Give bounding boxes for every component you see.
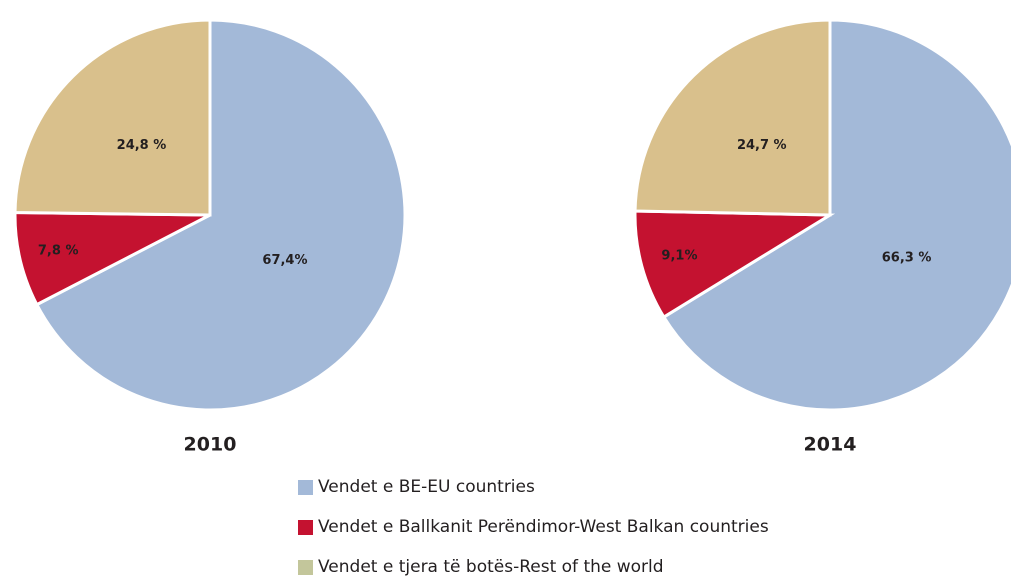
legend-swatch (298, 560, 313, 575)
pie-slice (633, 18, 832, 217)
pie-slice (661, 18, 1011, 412)
slice-label: 67,4% (262, 253, 307, 268)
pie-title: 2014 (804, 434, 857, 456)
legend-swatch (298, 480, 313, 495)
slice-label: 24,8 % (117, 138, 167, 153)
slice-label: 66,3 % (882, 250, 932, 265)
legend-label: Vendet e BE-EU countries (318, 477, 535, 497)
pie-title: 2010 (184, 434, 237, 456)
pie-slice (13, 18, 212, 217)
legend-swatch (298, 520, 313, 535)
legend-label: Vendet e Ballkanit Perëndimor-West Balka… (318, 517, 769, 537)
pie-slice (13, 211, 211, 307)
slice-label: 7,8 % (38, 243, 79, 258)
legend-label: Vendet e tjera të botës-Rest of the worl… (318, 557, 664, 577)
slice-label: 9,1% (661, 248, 697, 263)
slice-label: 24,7 % (737, 138, 787, 153)
pie-slice (34, 18, 407, 412)
pie-slice (633, 209, 836, 320)
